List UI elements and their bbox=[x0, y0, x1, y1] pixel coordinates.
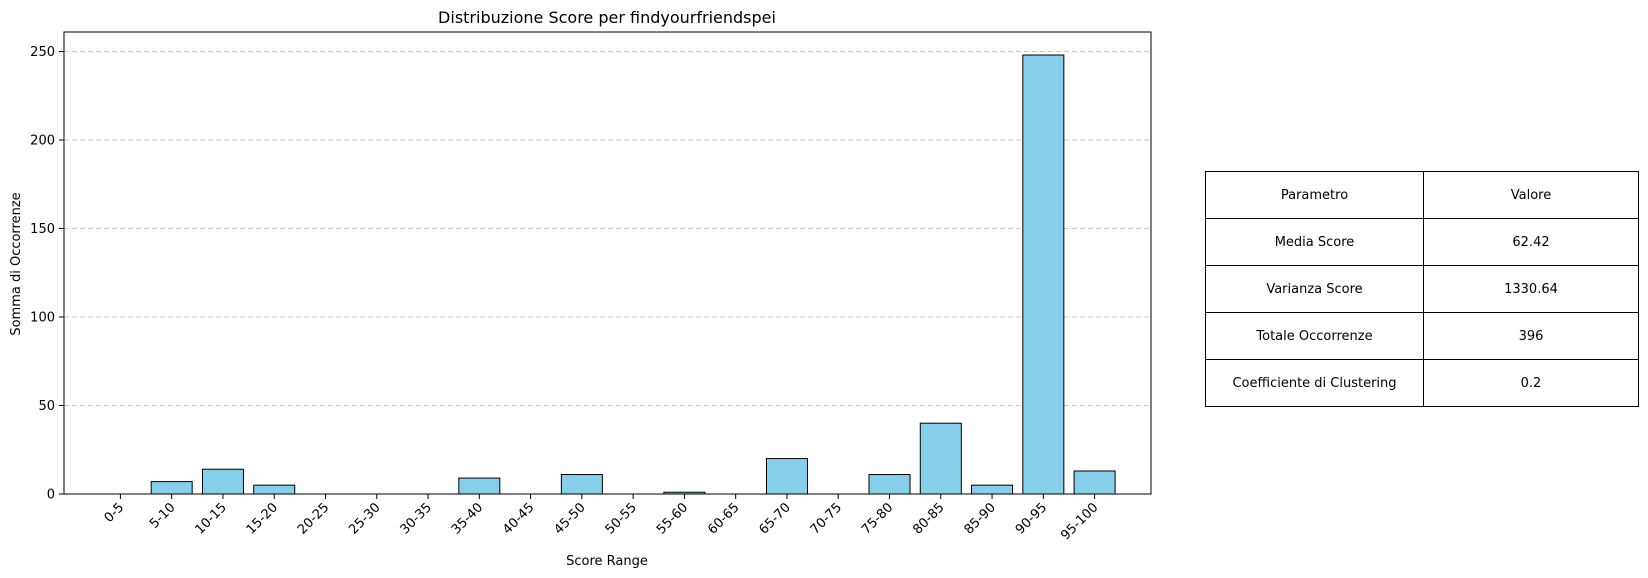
y-tick-label: 0 bbox=[47, 488, 55, 503]
x-tick-label: 20-25 bbox=[295, 500, 332, 537]
table-cell-param: Media Score bbox=[1205, 218, 1424, 266]
x-ticks: 0-5 5-10 10-15 15-20 20-25 25-30 30-35 35-40 40-… bbox=[102, 494, 1101, 543]
x-axis-label: Score Range bbox=[566, 554, 648, 569]
bar-85-90 bbox=[971, 484, 1014, 495]
x-tick-label: 50-55 bbox=[603, 500, 640, 537]
y-tick-label: 50 bbox=[38, 399, 55, 414]
x-tick-label: 0-5 bbox=[102, 500, 128, 526]
bar-75-80 bbox=[868, 474, 911, 495]
x-tick-label: 35-40 bbox=[449, 500, 486, 537]
table-header-row: Parametro Valore bbox=[1205, 171, 1639, 219]
x-tick-label: 60-65 bbox=[705, 500, 742, 537]
table-header-cell: Valore bbox=[1423, 171, 1639, 219]
y-tick-label: 150 bbox=[30, 222, 55, 237]
x-tick-label: 70-75 bbox=[808, 500, 845, 537]
bar-5-10 bbox=[150, 481, 193, 495]
x-tick-label: 65-70 bbox=[756, 500, 793, 537]
table-cell-value: 396 bbox=[1423, 312, 1639, 360]
x-tick-label: 10-15 bbox=[192, 500, 229, 537]
y-tick-label: 100 bbox=[30, 310, 55, 325]
x-tick-label: 75-80 bbox=[859, 500, 896, 537]
stats-table: Parametro Valore Media Score 62.42 Varia… bbox=[1205, 171, 1639, 407]
axes-frame bbox=[63, 31, 1152, 495]
bar-35-40 bbox=[458, 477, 501, 495]
grid-lines bbox=[64, 51, 1151, 495]
table-row: Coefficiente di Clustering 0.2 bbox=[1205, 359, 1639, 407]
x-tick-label: 45-50 bbox=[551, 500, 588, 537]
y-tick-label: 250 bbox=[30, 45, 55, 60]
table-row: Varianza Score 1330.64 bbox=[1205, 265, 1639, 313]
bar-15-20 bbox=[253, 484, 296, 495]
bars bbox=[150, 54, 1116, 495]
y-ticks: 0 50 100 150 200 250 bbox=[30, 45, 64, 503]
x-tick-label: 95-100 bbox=[1058, 500, 1101, 543]
table-header-cell: Parametro bbox=[1205, 171, 1424, 219]
bar-95-100 bbox=[1073, 470, 1116, 495]
x-tick-label: 85-90 bbox=[962, 500, 999, 537]
table-cell-param: Totale Occorrenze bbox=[1205, 312, 1424, 360]
x-tick-label: 80-85 bbox=[910, 500, 947, 537]
table-cell-value: 1330.64 bbox=[1423, 265, 1639, 313]
table-cell-param: Varianza Score bbox=[1205, 265, 1424, 313]
table-cell-value: 62.42 bbox=[1423, 218, 1639, 266]
x-tick-label: 15-20 bbox=[244, 500, 281, 537]
chart-title: Distribuzione Score per findyourfriendsp… bbox=[438, 8, 776, 27]
bar-45-50 bbox=[560, 474, 603, 495]
x-tick-label: 90-95 bbox=[1013, 500, 1050, 537]
bar-80-85 bbox=[919, 422, 962, 495]
y-axis-label: Somma di Occorrenze bbox=[9, 192, 24, 335]
x-tick-label: 25-30 bbox=[346, 500, 383, 537]
x-tick-label: 30-35 bbox=[398, 500, 435, 537]
table-cell-param: Coefficiente di Clustering bbox=[1205, 359, 1424, 407]
y-tick-label: 200 bbox=[30, 133, 55, 148]
table-row: Media Score 62.42 bbox=[1205, 218, 1639, 266]
x-tick-label: 5-10 bbox=[147, 500, 178, 531]
bar-90-95 bbox=[1022, 54, 1065, 495]
x-tick-label: 40-45 bbox=[500, 500, 537, 537]
x-tick-label: 55-60 bbox=[654, 500, 691, 537]
table-row: Totale Occorrenze 396 bbox=[1205, 312, 1639, 360]
table-cell-value: 0.2 bbox=[1423, 359, 1639, 407]
bar-10-15 bbox=[201, 468, 244, 495]
bar-65-70 bbox=[765, 458, 808, 495]
